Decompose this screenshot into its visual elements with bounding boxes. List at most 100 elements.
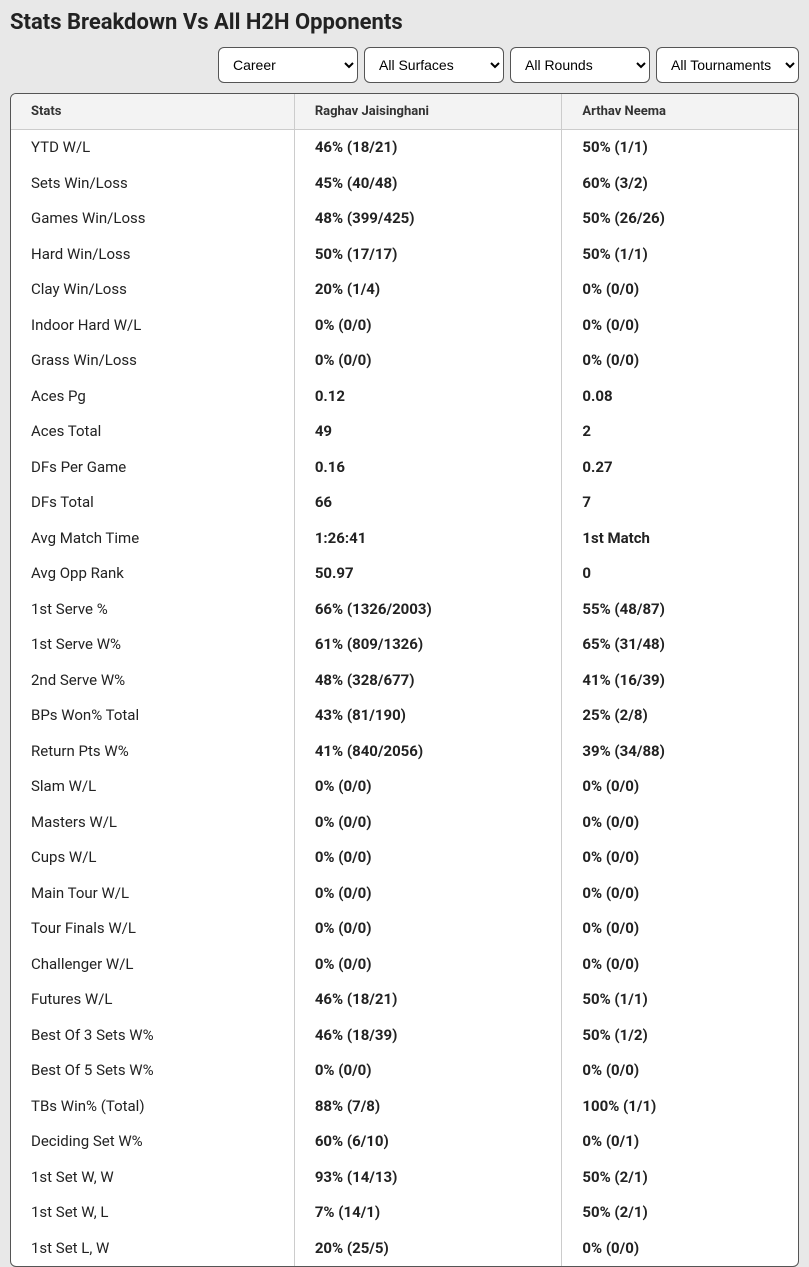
table-row: Aces Pg0.120.08 (11, 379, 798, 415)
stat-label: Games Win/Loss (11, 201, 294, 237)
stat-p1: 45% (40/48) (294, 166, 562, 202)
stat-p2: 41% (16/39) (562, 663, 798, 699)
stat-p2: 0 (562, 556, 798, 592)
stat-label: Indoor Hard W/L (11, 308, 294, 344)
page-title: Stats Breakdown Vs All H2H Opponents (10, 10, 799, 35)
table-row: Best Of 3 Sets W%46% (18/39)50% (1/2) (11, 1018, 798, 1054)
stat-p1: 0% (0/0) (294, 805, 562, 841)
stat-label: Challenger W/L (11, 947, 294, 983)
stat-p2: 0% (0/0) (562, 769, 798, 805)
stat-p2: 7 (562, 485, 798, 521)
stat-p1: 20% (1/4) (294, 272, 562, 308)
stat-p1: 46% (18/39) (294, 1018, 562, 1054)
stat-p2: 50% (1/1) (562, 982, 798, 1018)
stat-label: TBs Win% (Total) (11, 1089, 294, 1125)
stat-p2: 0% (0/0) (562, 1053, 798, 1089)
stat-p1: 0.12 (294, 379, 562, 415)
table-row: Tour Finals W/L0% (0/0)0% (0/0) (11, 911, 798, 947)
stat-label: Cups W/L (11, 840, 294, 876)
col-player1-header: Raghav Jaisinghani (294, 94, 562, 130)
stat-label: BPs Won% Total (11, 698, 294, 734)
stat-p2: 0% (0/0) (562, 308, 798, 344)
stat-p1: 0.16 (294, 450, 562, 486)
stat-p1: 20% (25/5) (294, 1231, 562, 1267)
stat-p1: 60% (6/10) (294, 1124, 562, 1160)
round-select[interactable]: All Rounds (510, 47, 650, 83)
table-row: Avg Match Time1:26:411st Match (11, 521, 798, 557)
stat-p1: 0% (0/0) (294, 911, 562, 947)
stat-p2: 0.27 (562, 450, 798, 486)
stat-label: Masters W/L (11, 805, 294, 841)
table-row: YTD W/L46% (18/21)50% (1/1) (11, 130, 798, 166)
stat-p1: 88% (7/8) (294, 1089, 562, 1125)
table-row: Challenger W/L0% (0/0)0% (0/0) (11, 947, 798, 983)
stat-label: 1st Serve W% (11, 627, 294, 663)
stat-p2: 60% (3/2) (562, 166, 798, 202)
stat-p2: 50% (1/2) (562, 1018, 798, 1054)
table-row: 1st Set W, W93% (14/13)50% (2/1) (11, 1160, 798, 1196)
stat-label: YTD W/L (11, 130, 294, 166)
stat-p1: 48% (328/677) (294, 663, 562, 699)
stat-p1: 0% (0/0) (294, 769, 562, 805)
tournament-select[interactable]: All Tournaments (656, 47, 799, 83)
stat-label: Best Of 5 Sets W% (11, 1053, 294, 1089)
stat-label: Aces Total (11, 414, 294, 450)
table-row: Slam W/L0% (0/0)0% (0/0) (11, 769, 798, 805)
table-row: Clay Win/Loss20% (1/4)0% (0/0) (11, 272, 798, 308)
table-row: BPs Won% Total43% (81/190)25% (2/8) (11, 698, 798, 734)
stat-p1: 93% (14/13) (294, 1160, 562, 1196)
stat-p2: 100% (1/1) (562, 1089, 798, 1125)
stat-p1: 61% (809/1326) (294, 627, 562, 663)
table-row: 1st Serve W%61% (809/1326)65% (31/48) (11, 627, 798, 663)
table-row: 2nd Serve W%48% (328/677)41% (16/39) (11, 663, 798, 699)
stat-p2: 0% (0/0) (562, 947, 798, 983)
table-row: Deciding Set W%60% (6/10)0% (0/1) (11, 1124, 798, 1160)
stat-label: Slam W/L (11, 769, 294, 805)
stat-label: 1st Set W, W (11, 1160, 294, 1196)
stat-p2: 50% (2/1) (562, 1160, 798, 1196)
stat-p2: 0% (0/0) (562, 1231, 798, 1267)
table-row: Best Of 5 Sets W%0% (0/0)0% (0/0) (11, 1053, 798, 1089)
stat-p1: 49 (294, 414, 562, 450)
stat-p1: 0% (0/0) (294, 308, 562, 344)
stat-p1: 50.97 (294, 556, 562, 592)
stat-label: 1st Set L, W (11, 1231, 294, 1267)
table-row: 1st Set W, L7% (14/1)50% (2/1) (11, 1195, 798, 1231)
stat-label: Return Pts W% (11, 734, 294, 770)
stat-label: Aces Pg (11, 379, 294, 415)
table-row: Avg Opp Rank50.970 (11, 556, 798, 592)
surface-select[interactable]: All Surfaces (364, 47, 504, 83)
table-row: Masters W/L0% (0/0)0% (0/0) (11, 805, 798, 841)
stat-p2: 0% (0/0) (562, 805, 798, 841)
table-row: Games Win/Loss48% (399/425)50% (26/26) (11, 201, 798, 237)
stat-p1: 0% (0/0) (294, 840, 562, 876)
stat-p2: 0% (0/0) (562, 876, 798, 912)
table-row: Cups W/L0% (0/0)0% (0/0) (11, 840, 798, 876)
stat-p2: 0% (0/0) (562, 343, 798, 379)
stat-label: Futures W/L (11, 982, 294, 1018)
stat-label: Sets Win/Loss (11, 166, 294, 202)
stat-p1: 1:26:41 (294, 521, 562, 557)
stat-p2: 55% (48/87) (562, 592, 798, 628)
table-row: Return Pts W%41% (840/2056)39% (34/88) (11, 734, 798, 770)
stat-p1: 0% (0/0) (294, 947, 562, 983)
stat-label: DFs Per Game (11, 450, 294, 486)
stat-p1: 66% (1326/2003) (294, 592, 562, 628)
col-stats-header: Stats (11, 94, 294, 130)
table-row: Sets Win/Loss45% (40/48)60% (3/2) (11, 166, 798, 202)
stat-p1: 0% (0/0) (294, 343, 562, 379)
stat-label: 1st Set W, L (11, 1195, 294, 1231)
stats-table: Stats Raghav Jaisinghani Arthav Neema YT… (11, 94, 798, 1266)
stats-table-container: Stats Raghav Jaisinghani Arthav Neema YT… (10, 93, 799, 1267)
stat-p2: 2 (562, 414, 798, 450)
stat-p2: 50% (1/1) (562, 130, 798, 166)
table-row: DFs Per Game0.160.27 (11, 450, 798, 486)
filter-bar: Career All Surfaces All Rounds All Tourn… (10, 47, 799, 83)
stat-p1: 43% (81/190) (294, 698, 562, 734)
stat-label: Deciding Set W% (11, 1124, 294, 1160)
period-select[interactable]: Career (218, 47, 358, 83)
stat-p2: 1st Match (562, 521, 798, 557)
stat-p2: 65% (31/48) (562, 627, 798, 663)
stat-p2: 0.08 (562, 379, 798, 415)
stat-p1: 41% (840/2056) (294, 734, 562, 770)
